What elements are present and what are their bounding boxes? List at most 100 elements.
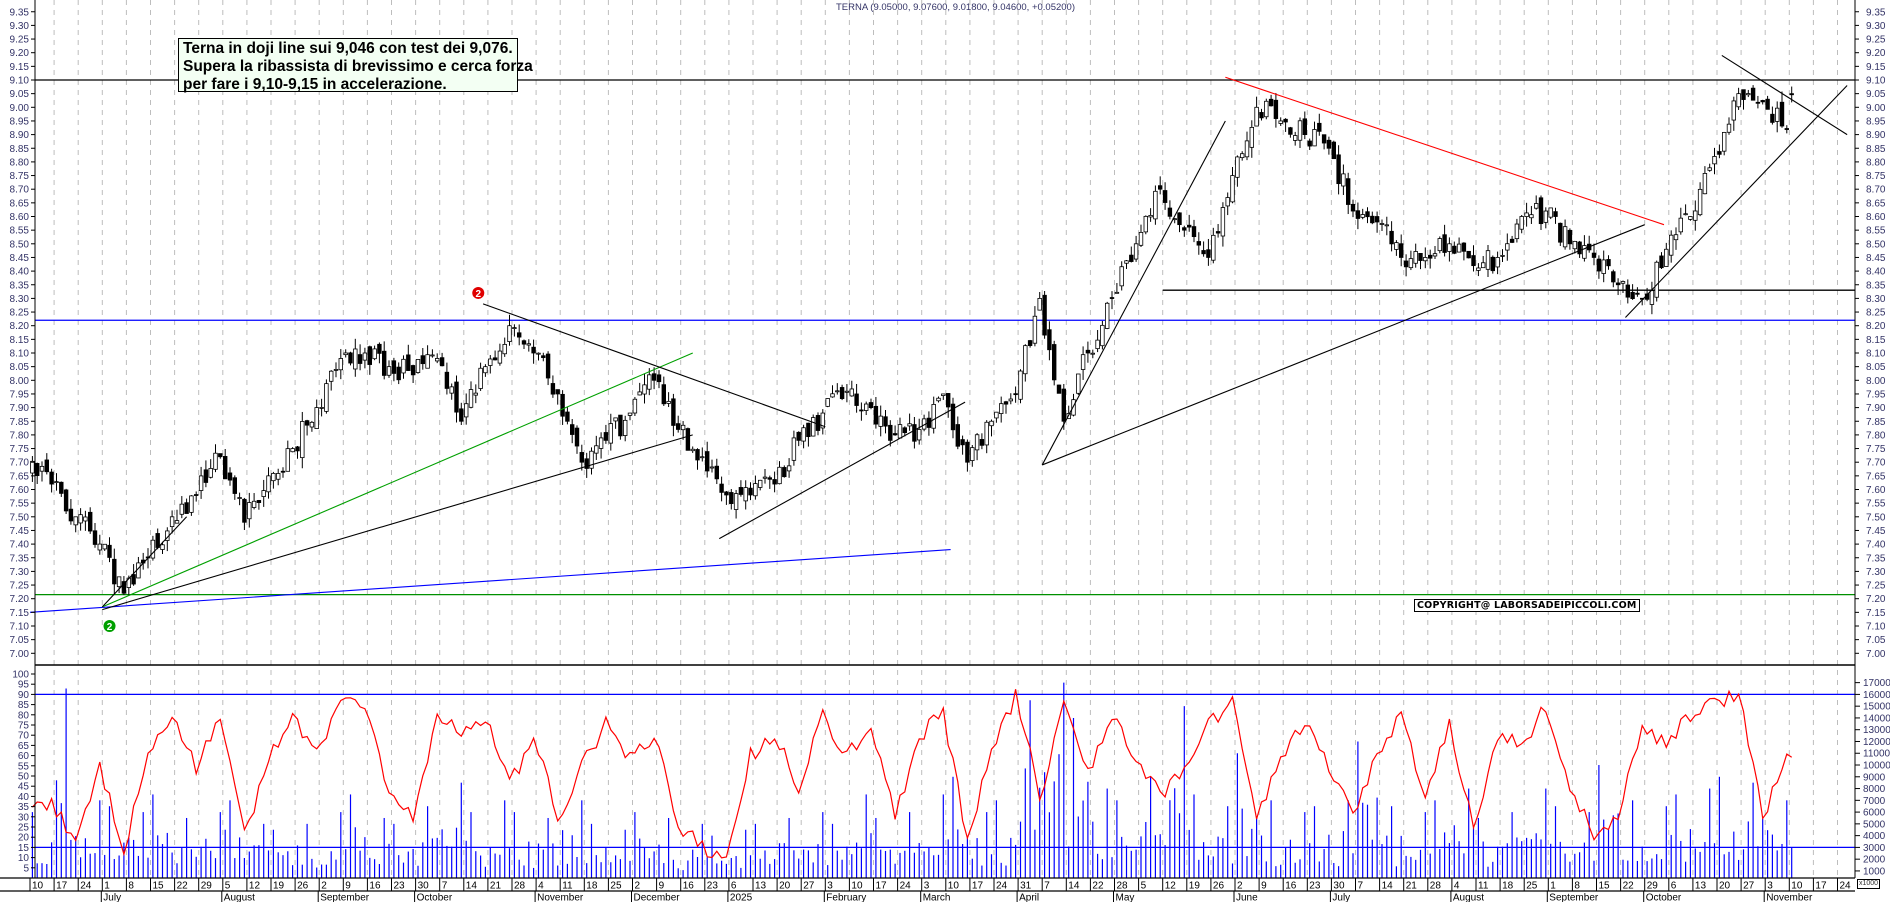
candle-body: [729, 492, 734, 505]
candle-body: [63, 489, 69, 512]
candle-body: [1384, 224, 1389, 227]
price-axis-label-left: 8.15: [10, 335, 30, 346]
price-axis-label-left: 8.75: [10, 171, 30, 182]
price-axis-label-right: 9.20: [1866, 48, 1886, 59]
candle-body: [174, 520, 180, 524]
volume-axis-label: 16000: [1863, 690, 1890, 701]
candle-body: [661, 384, 666, 405]
candle-body: [266, 475, 271, 493]
candle-body: [1167, 207, 1173, 217]
candle-body: [444, 371, 450, 389]
candle-body: [873, 405, 879, 425]
candle-body: [256, 500, 262, 503]
price-axis-label-left: 7.15: [10, 608, 30, 619]
candle-body: [483, 366, 488, 374]
price-axis-label-left: 7.35: [10, 553, 30, 564]
oscillator: [31, 689, 1793, 859]
candle-body: [960, 439, 965, 446]
candle-body: [1654, 261, 1659, 298]
horizontal-levels: [35, 79, 1855, 849]
candle-body: [1635, 292, 1640, 295]
volume-unit-label: x1000: [1857, 879, 1881, 889]
date-label: 24: [996, 881, 1008, 892]
candle-body: [1326, 139, 1332, 149]
month-label: November: [1766, 893, 1813, 902]
candle-body: [724, 491, 729, 496]
volume-axis-label: 15000: [1863, 702, 1890, 713]
date-label: 16: [369, 881, 381, 892]
candle-body: [1428, 254, 1433, 259]
candle-body: [1562, 226, 1568, 248]
analysis-note-line: Terna in doji line sui 9,046 con test de…: [183, 40, 513, 57]
candle-body: [979, 439, 985, 446]
oscillator-axis-label: 35: [18, 802, 30, 813]
candle-body: [666, 400, 671, 404]
candle-body: [777, 466, 782, 485]
candle-body: [656, 374, 662, 383]
candle-body: [1307, 140, 1312, 147]
date-label: 1: [1550, 881, 1556, 892]
candle-body: [131, 574, 136, 585]
candle-body: [1481, 262, 1486, 269]
candle-body: [714, 465, 719, 480]
candle-body: [459, 408, 464, 422]
candle-body: [30, 460, 35, 474]
candle-body: [1100, 324, 1105, 347]
candle-body: [888, 424, 893, 441]
volume-axis-label: 2000: [1863, 855, 1886, 866]
candle-body: [343, 352, 348, 356]
price-axis-label-left: 7.90: [10, 403, 30, 414]
candle-body: [878, 415, 883, 427]
candle-body: [430, 354, 435, 357]
oscillator-axis-label: 45: [18, 782, 30, 793]
month-label: May: [1116, 893, 1135, 902]
candle-body: [319, 407, 324, 409]
candle-body: [1244, 140, 1250, 158]
candle-body: [1490, 256, 1495, 272]
candle-body: [1784, 128, 1789, 130]
date-label: 7: [442, 881, 448, 892]
candle-body: [868, 402, 874, 409]
price-axis-label-left: 7.50: [10, 512, 30, 523]
candle-body: [439, 357, 445, 367]
candle-body: [1461, 242, 1467, 252]
volume-axis-label: 12000: [1863, 737, 1890, 748]
candle-body: [1225, 197, 1230, 207]
candle-body: [521, 340, 527, 345]
month-label: October: [1646, 893, 1682, 902]
price-axis-label-right: 7.35: [1866, 553, 1886, 564]
candle-body: [1591, 252, 1597, 258]
candle-body: [1153, 190, 1158, 220]
candle-body: [1673, 234, 1679, 241]
candle-body: [989, 420, 994, 427]
oscillator-axis-label: 75: [18, 721, 30, 732]
trendline: [102, 434, 693, 611]
candle-body: [1553, 211, 1558, 217]
candle-body: [492, 357, 498, 361]
trendlines: [29, 54, 1848, 613]
signal-marker-label: 2: [475, 289, 481, 300]
price-axis-label-right: 8.90: [1866, 130, 1886, 141]
date-label: 17: [972, 881, 984, 892]
date-label: 14: [1382, 881, 1394, 892]
date-label: 6: [1671, 881, 1677, 892]
price-axis-label-right: 8.05: [1866, 362, 1886, 373]
candle-body: [1133, 243, 1139, 260]
price-axis-label-left: 7.05: [10, 635, 30, 646]
candle-body: [1534, 203, 1539, 209]
candle-body: [801, 427, 806, 442]
month-label: September: [1549, 893, 1599, 902]
candle-body: [333, 369, 339, 371]
trendline: [1041, 224, 1645, 466]
candle-body: [449, 386, 454, 394]
price-axis-label-left: 9.15: [10, 62, 30, 73]
oscillator-axis-label: 55: [18, 761, 30, 772]
candle-body: [738, 487, 744, 495]
candle-body: [1249, 126, 1254, 148]
date-label: 5: [225, 881, 231, 892]
markers: 22: [103, 286, 485, 633]
candle-body: [1688, 216, 1693, 220]
candle-body: [434, 358, 440, 362]
price-axis-label-left: 9.10: [10, 76, 30, 87]
